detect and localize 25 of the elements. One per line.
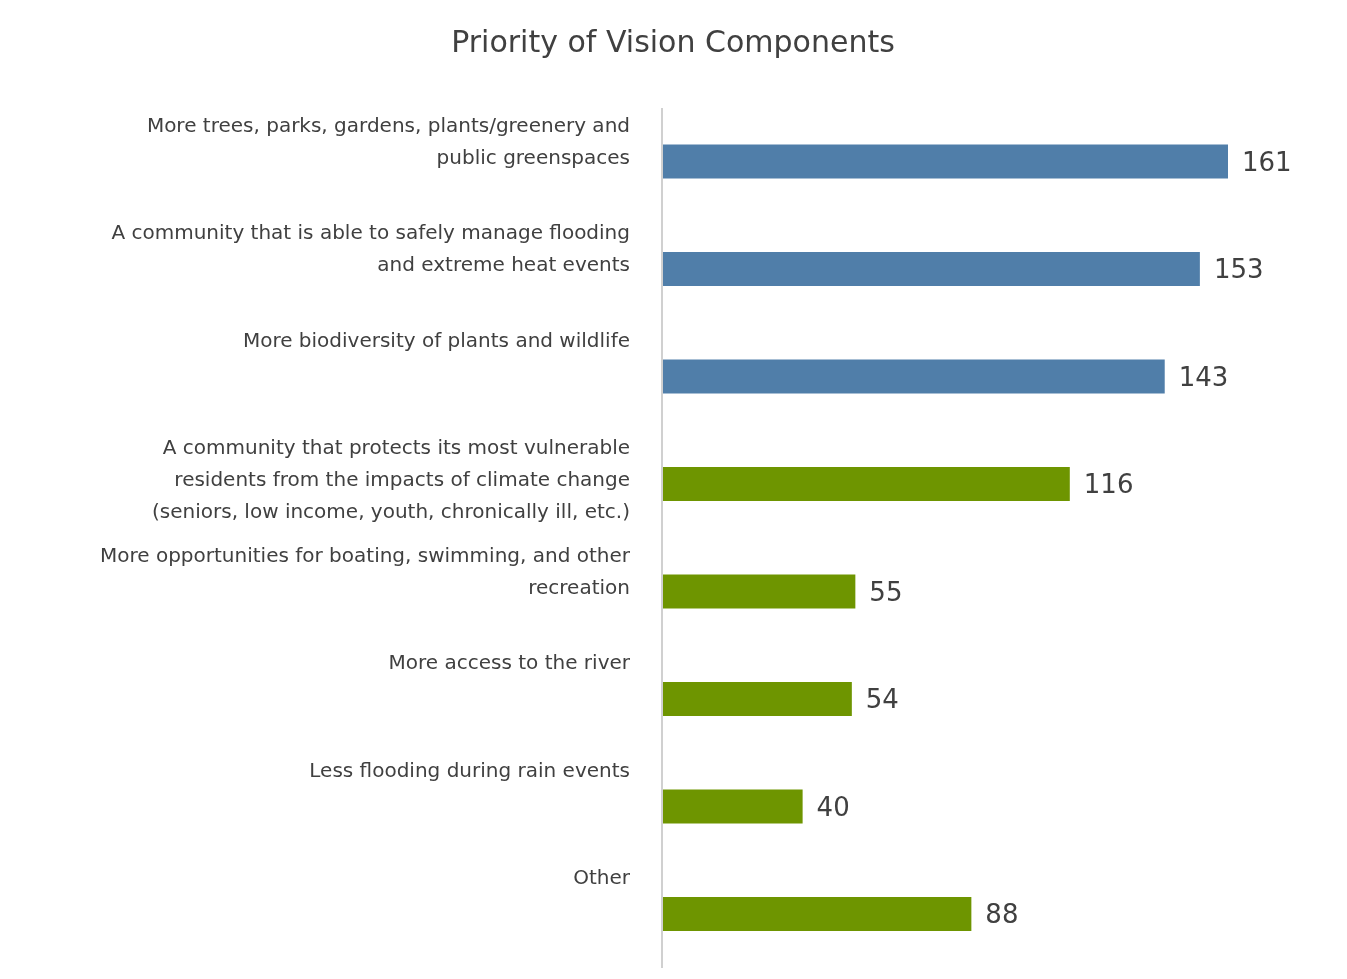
bar	[662, 574, 856, 609]
y-tick-label: Other	[573, 865, 631, 890]
bar	[662, 897, 972, 932]
data-label: 116	[1083, 469, 1134, 500]
bar	[662, 789, 803, 824]
data-label: 88	[985, 899, 1019, 930]
y-tick-label: More access to the river	[388, 650, 631, 675]
y-tick-label: A community that protects its most vulnerable residents from the impacts of climate change (seniors, low income, youth, chronically ill, etc.)	[152, 435, 630, 524]
y-tick-label: Less flooding during rain events	[309, 757, 630, 782]
y-tick-label: More biodiversity of plants and wildlife	[242, 327, 630, 352]
y-tick-label: More opportunities for boating, swimming, and other recreation	[100, 542, 631, 599]
chart-title: Priority of Vision Components	[450, 24, 896, 59]
data-label: 54	[865, 684, 899, 715]
y-tick-label: More trees, parks, gardens, plants/greenery and public greenspaces	[146, 112, 630, 169]
bar	[662, 359, 1165, 394]
bar	[662, 682, 852, 717]
data-label: 153	[1213, 254, 1264, 285]
bar	[662, 252, 1200, 287]
bar	[662, 467, 1070, 502]
data-label: 40	[816, 791, 850, 822]
y-tick-label: A community that is able to safely manage flooding and extreme heat events	[111, 220, 630, 277]
bar	[662, 144, 1228, 179]
data-label: 161	[1242, 146, 1292, 177]
data-label: 55	[869, 576, 903, 607]
data-label: 143	[1178, 361, 1229, 392]
